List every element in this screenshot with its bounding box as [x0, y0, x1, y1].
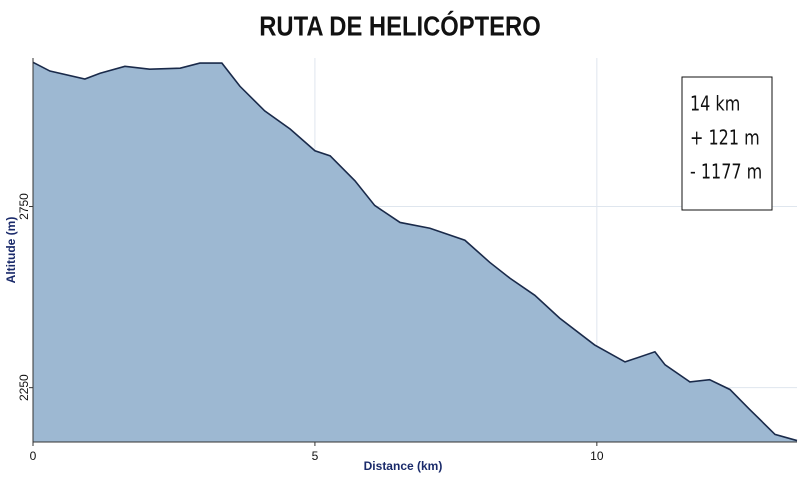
- x-tick-label: 0: [30, 449, 37, 463]
- area: [33, 62, 797, 442]
- annotation: + 121 m: [690, 127, 760, 150]
- annotation: - 1177 m: [690, 161, 762, 184]
- y-axis-label: Altitude (m): [4, 217, 18, 284]
- plot-area: [32, 58, 798, 443]
- summary-box: [681, 76, 773, 211]
- chart-title: RUTA DE HELICÓPTERO: [259, 10, 540, 42]
- y-tick-label: 2250: [17, 374, 31, 401]
- x-tick-label: 10: [590, 449, 604, 463]
- x-axis-label: Distance (km): [364, 459, 443, 473]
- profile-line: [32, 61, 798, 442]
- x-tick-label: 5: [312, 449, 319, 463]
- annotation: 14 km: [690, 93, 740, 116]
- y-tick-label: 2750: [17, 193, 31, 220]
